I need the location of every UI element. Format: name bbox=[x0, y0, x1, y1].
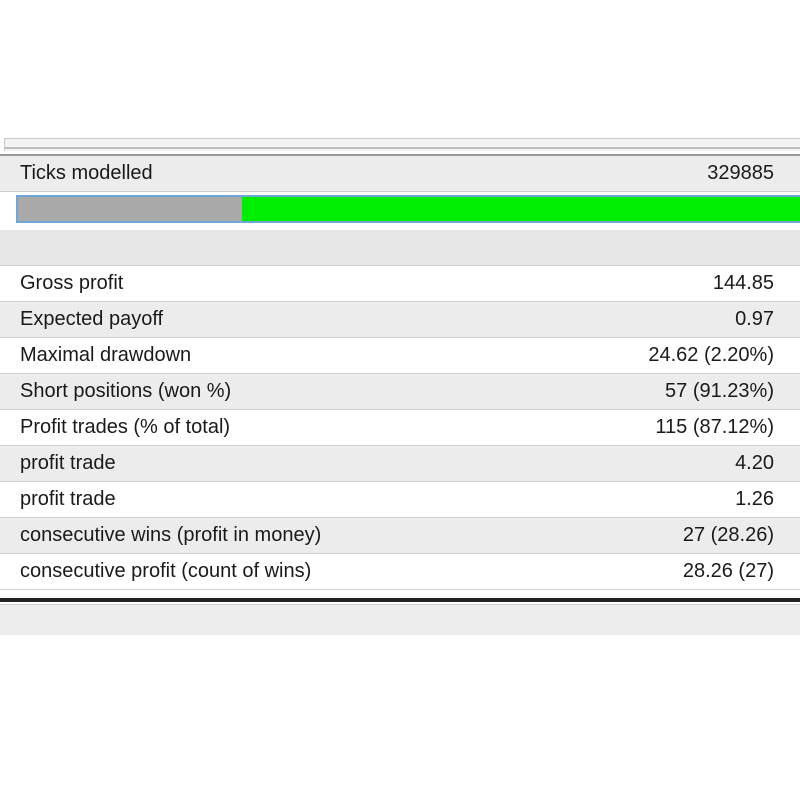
report-row-value: 28.26 (27) bbox=[682, 560, 774, 582]
panel-bottom-border bbox=[0, 598, 800, 602]
blank-separator-row bbox=[0, 230, 800, 266]
report-row: consecutive profit (count of wins) 28.26… bbox=[0, 554, 800, 590]
report-row-label: Maximal drawdown bbox=[20, 344, 192, 366]
report-row: profit trade 1.26 bbox=[0, 482, 800, 518]
report-row-value: 1.26 bbox=[735, 488, 774, 510]
report-row-label: Short positions (won %) bbox=[20, 380, 232, 402]
report-table: Ticks modelled 329885 Gross profit 144.8… bbox=[0, 154, 800, 606]
report-row: profit trade 4.20 bbox=[0, 446, 800, 482]
report-row: Maximal drawdown 24.62 (2.20%) bbox=[0, 338, 800, 374]
horizontal-scroll-area[interactable] bbox=[0, 604, 800, 635]
report-row-label: profit trade bbox=[20, 452, 116, 474]
report-row-value: 0.97 bbox=[735, 308, 774, 330]
report-row: Gross profit 144.85 bbox=[0, 266, 800, 302]
report-row-value: 144.85 bbox=[712, 272, 774, 294]
report-row-label: Profit trades (% of total) bbox=[20, 416, 231, 438]
report-row-label: Gross profit bbox=[20, 272, 124, 294]
report-row-label: consecutive profit (count of wins) bbox=[20, 560, 312, 582]
report-row-value: 115 (87.12%) bbox=[655, 416, 774, 438]
ticks-modelled-row: Ticks modelled 329885 bbox=[0, 156, 800, 192]
ticks-modelled-label: Ticks modelled bbox=[20, 162, 153, 184]
top-divider bbox=[5, 147, 800, 149]
modelling-quality-bar bbox=[16, 195, 800, 223]
report-row-value: 27 (28.26) bbox=[682, 524, 774, 546]
report-row: Profit trades (% of total) 115 (87.12%) bbox=[0, 410, 800, 446]
report-row: consecutive wins (profit in money) 27 (2… bbox=[0, 518, 800, 554]
report-row-label: Expected payoff bbox=[20, 308, 164, 330]
top-toolbar-strip bbox=[4, 138, 800, 151]
ticks-modelled-value: 329885 bbox=[707, 162, 774, 184]
report-row: Expected payoff 0.97 bbox=[0, 302, 800, 338]
modelling-quality-fill bbox=[18, 197, 242, 221]
report-row-value: 57 (91.23%) bbox=[665, 380, 774, 402]
report-row-label: consecutive wins (profit in money) bbox=[20, 524, 322, 546]
modelling-quality-row bbox=[0, 192, 800, 230]
report-row-label: profit trade bbox=[20, 488, 116, 510]
report-row-value: 4.20 bbox=[735, 452, 774, 474]
report-row-value: 24.62 (2.20%) bbox=[648, 344, 774, 366]
report-row: Short positions (won %) 57 (91.23%) bbox=[0, 374, 800, 410]
